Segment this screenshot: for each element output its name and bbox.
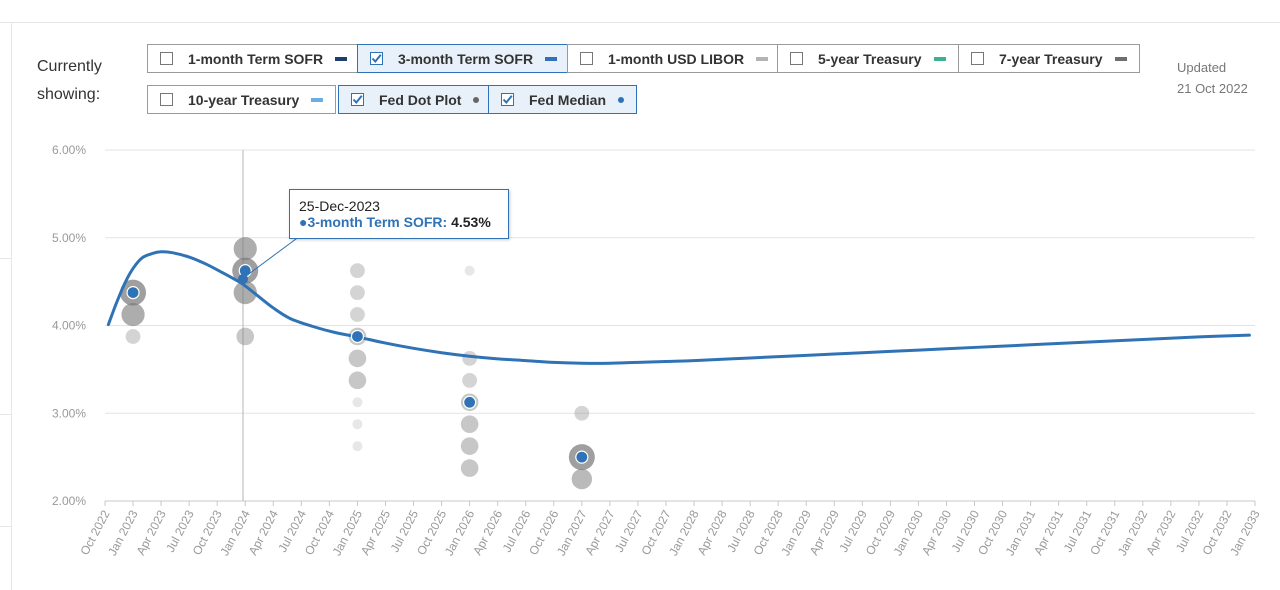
series-toggle-7-year-treasury[interactable]: 7-year Treasury <box>958 44 1140 73</box>
y-tick-label: 4.00% <box>52 319 86 333</box>
line-swatch-icon <box>756 56 769 61</box>
fed-dot-17 <box>462 351 478 366</box>
series-toggle-label: 1-month USD LIBOR <box>608 50 745 67</box>
checkbox-icon[interactable] <box>971 52 984 65</box>
y-tick-label: 3.00% <box>52 406 86 420</box>
series-toggle-3-month-term-sofr[interactable]: 3-month Term SOFR <box>357 44 571 73</box>
fed-dot-8 <box>350 285 365 300</box>
frame-stub <box>0 526 11 527</box>
series-toggle-label: 7-year Treasury <box>999 50 1103 67</box>
fed-median-point-2 <box>350 329 365 344</box>
checkbox-icon[interactable] <box>790 52 803 65</box>
fed-dot-9 <box>350 307 365 322</box>
fed-dot-18 <box>462 372 478 388</box>
fed-dot-20 <box>460 415 479 434</box>
fed-dot-2 <box>125 329 141 344</box>
checkbox-icon[interactable] <box>370 52 383 65</box>
fed-dot-5 <box>233 280 257 305</box>
updated-info: Updated 21 Oct 2022 <box>1177 58 1248 99</box>
fed-dot-16 <box>464 265 475 276</box>
frame-left-border <box>11 22 12 590</box>
dot-marker-icon <box>618 96 625 103</box>
tooltip-pointer <box>245 235 301 277</box>
tooltip-series: ●3-month Term SOFR: <box>299 214 448 230</box>
fed-median-series <box>126 264 589 464</box>
fed-dot-11 <box>348 349 367 368</box>
dot-marker-icon <box>473 96 480 103</box>
fed-median-point-4 <box>575 450 589 464</box>
fed-dot-6 <box>236 327 255 346</box>
series-toggle-label: Fed Dot Plot <box>379 91 462 108</box>
line-swatch-icon <box>545 56 558 61</box>
series-toggle-label: 3-month Term SOFR <box>398 50 534 67</box>
series-toggle-1-month-term-sofr[interactable]: 1-month Term SOFR <box>147 44 361 73</box>
fed-median-point-0 <box>126 285 140 300</box>
fed-dot-1 <box>121 302 145 327</box>
series-toggle-fed-dot-plot[interactable]: Fed Dot Plot <box>338 85 493 114</box>
fed-dot-3 <box>233 237 257 261</box>
series-toggle-label: 1-month Term SOFR <box>188 50 324 67</box>
y-tick-label: 6.00% <box>52 143 86 157</box>
series-toggle-label: 10-year Treasury <box>188 91 300 108</box>
updated-label: Updated <box>1177 60 1227 75</box>
series-toggle-5-year-treasury[interactable]: 5-year Treasury <box>777 44 959 73</box>
currently-showing-label: Currently showing: <box>37 53 137 109</box>
tooltip-value: 4.53% <box>451 214 491 230</box>
sofr-3m-line <box>106 250 1251 365</box>
line-swatch-icon <box>311 97 324 102</box>
series-toggle-10-year-treasury[interactable]: 10-year Treasury <box>147 85 337 114</box>
fed-dot-21 <box>460 437 479 455</box>
fed-dot-plot-series <box>120 237 595 490</box>
fed-dot-14 <box>352 419 363 430</box>
frame-top-border <box>0 22 1280 23</box>
series-toggle-1-month-usd-libor[interactable]: 1-month USD LIBOR <box>567 44 782 73</box>
tooltip-line: ●3-month Term SOFR: 4.53% <box>299 214 508 230</box>
series-toggle-label: 5-year Treasury <box>818 50 922 67</box>
fed-dot-25 <box>571 468 593 490</box>
frame-stub <box>0 414 11 415</box>
checkbox-icon[interactable] <box>351 93 364 106</box>
tooltip: 25-Dec-2023 ●3-month Term SOFR: 4.53% <box>289 189 509 239</box>
y-tick-label: 2.00% <box>52 494 86 508</box>
hover-point <box>238 273 248 284</box>
currently-showing-line2: showing: <box>37 86 101 103</box>
fed-dot-22 <box>460 459 479 477</box>
fed-dot-13 <box>352 397 363 408</box>
updated-date: 21 Oct 2022 <box>1177 81 1248 96</box>
checkbox-icon[interactable] <box>580 52 593 65</box>
fed-median-point-3 <box>463 395 477 409</box>
series-toggle-label: Fed Median <box>529 91 607 108</box>
grid-lines <box>105 149 1255 414</box>
fed-dot-15 <box>352 441 363 452</box>
checkbox-icon[interactable] <box>501 93 514 106</box>
series-toggle-fed-median[interactable]: Fed Median <box>488 85 638 114</box>
y-tick-label: 5.00% <box>52 231 86 245</box>
tooltip-date: 25-Dec-2023 <box>299 198 380 214</box>
frame-stub <box>0 258 11 259</box>
fed-dot-23 <box>574 405 590 421</box>
checkbox-icon[interactable] <box>160 52 173 65</box>
y-axis-ticks: 2.00% 3.00% 4.00% 5.00% 6.00% <box>52 143 86 508</box>
checkbox-icon[interactable] <box>160 93 173 106</box>
fed-dot-12 <box>348 371 367 390</box>
line-swatch-icon <box>1114 56 1127 61</box>
line-swatch-icon <box>335 56 348 61</box>
line-swatch-icon <box>933 56 946 61</box>
currently-showing-line1: Currently <box>37 58 102 75</box>
fed-dot-7 <box>350 263 365 279</box>
